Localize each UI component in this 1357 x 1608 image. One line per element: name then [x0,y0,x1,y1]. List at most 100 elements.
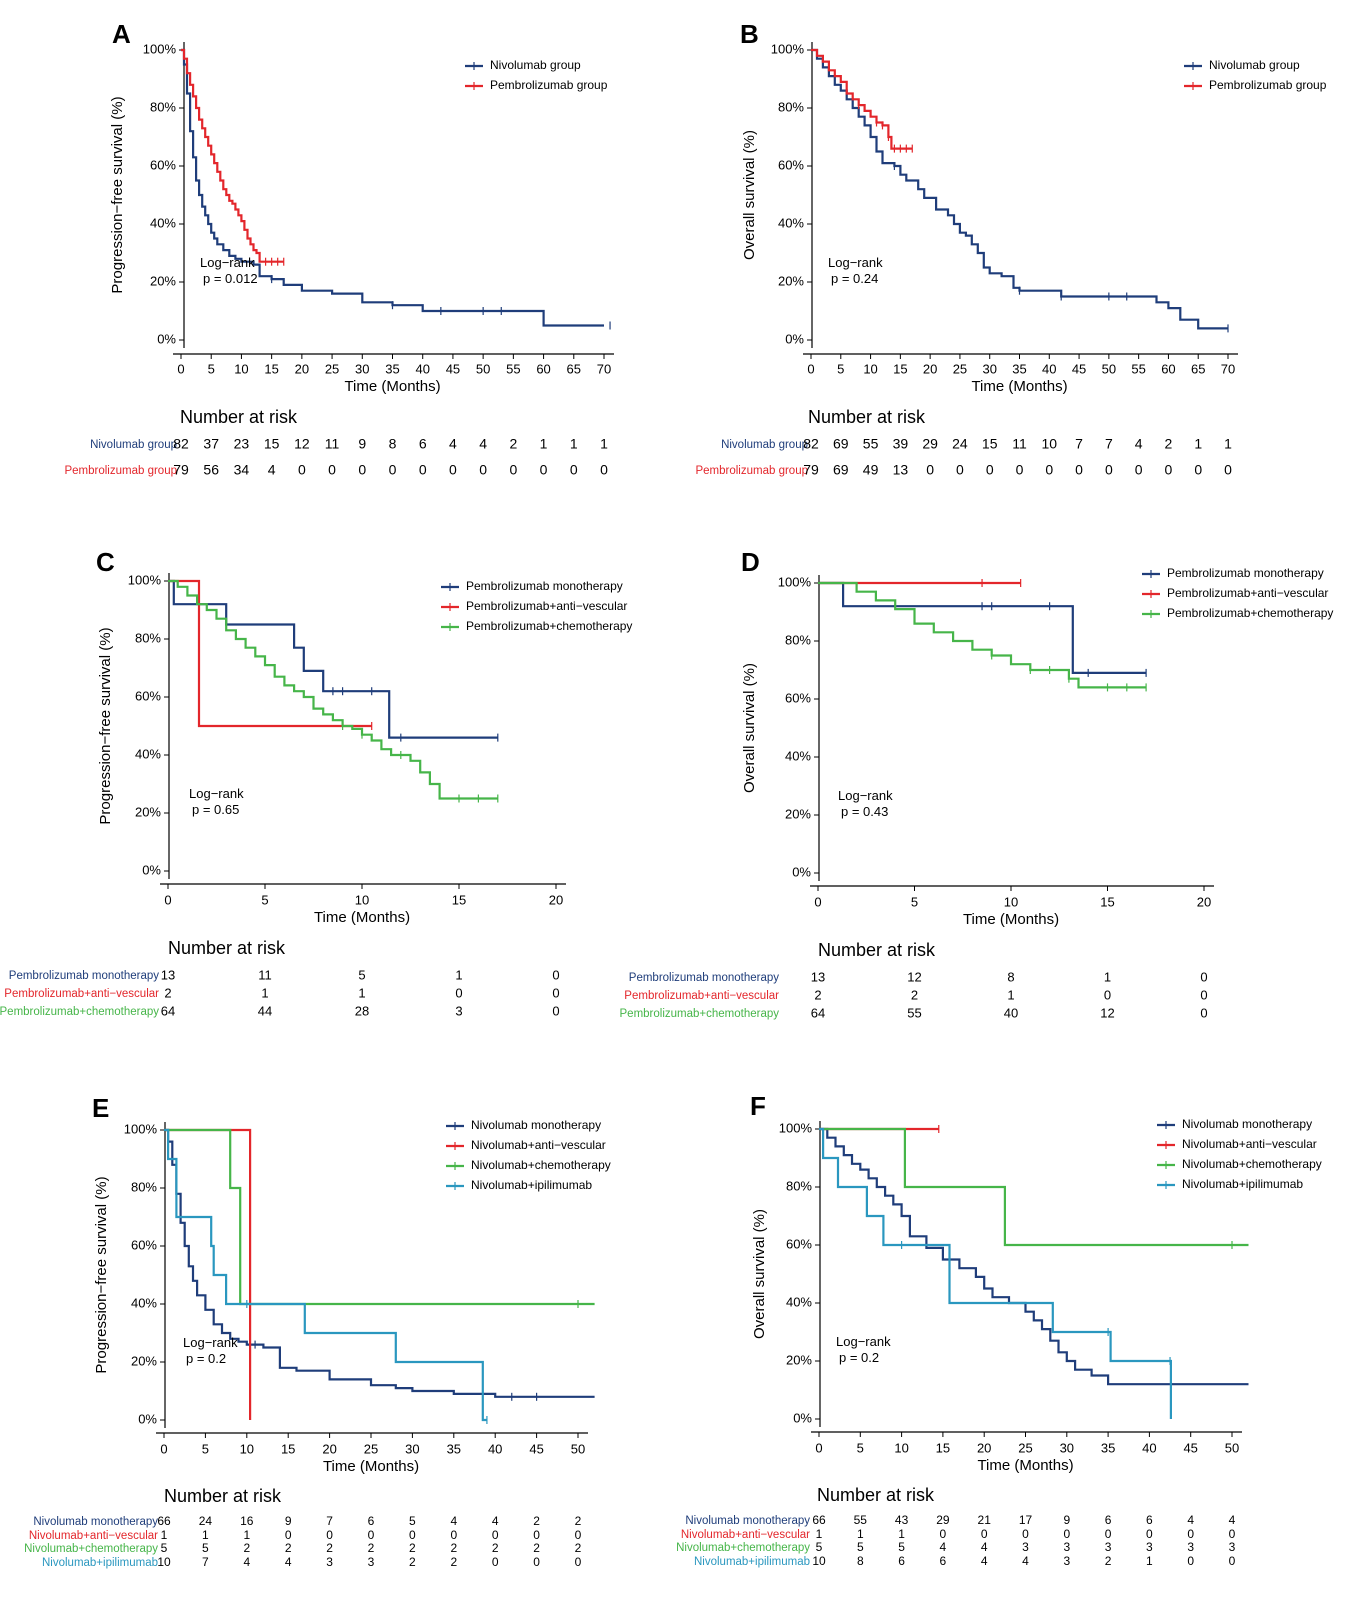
risk-count: 11 [258,967,272,982]
x-tick-label: 30 [405,1441,419,1456]
x-tick-label: 25 [364,1441,378,1456]
legend-label: Nivolumab+chemotherapy [1182,1157,1322,1171]
legend-label: Pembrolizumab+anti−vescular [466,599,627,613]
risk-row-label: Nivolumab monotherapy [33,1516,158,1528]
risk-count: 10 [157,1555,171,1569]
x-tick-label: 10 [894,1440,908,1455]
risk-row-label: Pembrolizumab+anti−vescular [624,990,779,1002]
risk-table-title: Number at risk [808,407,926,427]
y-tick-label: 60% [778,157,804,172]
legend-label: Nivolumab+anti−vescular [1182,1137,1317,1151]
panel-letter: D [741,547,760,577]
y-axis-label: Progression−free survival (%) [93,1176,110,1373]
risk-count: 0 [575,1555,582,1569]
x-tick-label: 20 [923,361,937,376]
risk-count: 4 [492,1514,499,1528]
risk-count: 2 [533,1541,540,1555]
risk-count: 2 [575,1514,582,1528]
x-tick-label: 5 [911,894,918,909]
risk-count: 0 [1075,462,1083,478]
y-tick-label: 100% [779,1120,813,1135]
y-tick-label: 40% [150,215,176,230]
x-tick-label: 0 [160,1441,167,1456]
risk-count: 66 [157,1514,171,1528]
risk-count: 0 [328,462,336,478]
risk-count: 5 [898,1540,905,1554]
risk-count: 10 [812,1554,826,1568]
x-axis-label: Time (Months) [977,1457,1073,1474]
y-tick-label: 20% [785,806,811,821]
y-tick-label: 100% [771,41,805,56]
risk-count: 79 [173,462,189,478]
risk-count: 0 [368,1528,375,1542]
risk-row-label: Nivolumab+anti−vescular [29,1530,158,1542]
survival-curve [168,579,498,800]
x-tick-label: 40 [415,361,429,376]
x-tick-label: 35 [385,361,399,376]
risk-count: 13 [161,967,175,982]
risk-count: 7 [202,1555,209,1569]
y-axis-label: Overall survival (%) [751,1209,768,1339]
survival-curve [819,1127,1249,1247]
x-tick-label: 30 [982,361,996,376]
x-tick-label: 0 [814,894,821,909]
y-tick-label: 0% [792,864,811,879]
y-tick-label: 20% [131,1353,157,1368]
risk-count: 4 [450,1514,457,1528]
risk-count: 0 [1200,969,1207,984]
x-axis-label: Time (Months) [963,911,1059,928]
x-tick-label: 20 [549,892,563,907]
legend-label: Pembrolizumab monotherapy [1167,566,1324,580]
x-tick-label: 70 [597,361,611,376]
risk-count: 3 [1146,1540,1153,1554]
risk-count: 0 [575,1528,582,1542]
survival-curve [811,48,1228,330]
y-tick-label: 80% [778,99,804,114]
risk-count: 6 [1146,1513,1153,1527]
risk-count: 4 [940,1540,947,1554]
risk-count: 1 [1104,969,1111,984]
y-axis-label: Overall survival (%) [741,130,758,260]
risk-count: 0 [552,967,559,982]
risk-count: 4 [285,1555,292,1569]
risk-count: 2 [409,1541,416,1555]
risk-count: 0 [981,1527,988,1541]
x-tick-label: 10 [355,892,369,907]
logrank-label: Log−rank [838,788,893,803]
x-tick-label: 45 [1072,361,1086,376]
y-tick-label: 0% [793,1410,812,1425]
risk-count: 2 [575,1541,582,1555]
risk-row-label: Nivolumab+chemotherapy [676,1542,810,1554]
risk-count: 1 [261,985,268,1000]
x-tick-label: 5 [202,1441,209,1456]
risk-count: 1 [816,1527,823,1541]
risk-count: 0 [1105,1527,1112,1541]
risk-count: 4 [1135,436,1143,452]
x-tick-label: 0 [177,361,184,376]
risk-count: 79 [803,462,819,478]
legend-label: Nivolumab+anti−vescular [471,1138,606,1152]
risk-row-label: Nivolumab group [721,439,808,451]
x-tick-label: 25 [953,361,967,376]
y-tick-label: 20% [150,273,176,288]
risk-row-label: Nivolumab+ipilimumab [694,1556,810,1568]
x-tick-label: 65 [1191,361,1205,376]
y-tick-label: 100% [128,572,162,587]
x-tick-label: 25 [1018,1440,1032,1455]
x-tick-label: 70 [1221,361,1235,376]
risk-count: 3 [1063,1554,1070,1568]
risk-row-label: Pembrolizumab+chemotherapy [620,1008,780,1020]
y-tick-label: 0% [142,862,161,877]
risk-row-label: Nivolumab+chemotherapy [24,1543,158,1555]
risk-count: 5 [358,967,365,982]
panel-a: A0%20%40%60%80%100%0 5 10 15 20 25 30 35 40 45 50 5… [64,19,614,478]
risk-count: 2 [450,1541,457,1555]
risk-count: 2 [326,1541,333,1555]
x-tick-label: 30 [355,361,369,376]
risk-count: 7 [1105,436,1113,452]
legend-label: Pembrolizumab+anti−vescular [1167,586,1328,600]
y-tick-label: 80% [786,1178,812,1193]
risk-count: 1 [1224,436,1232,452]
risk-count: 82 [173,436,189,452]
